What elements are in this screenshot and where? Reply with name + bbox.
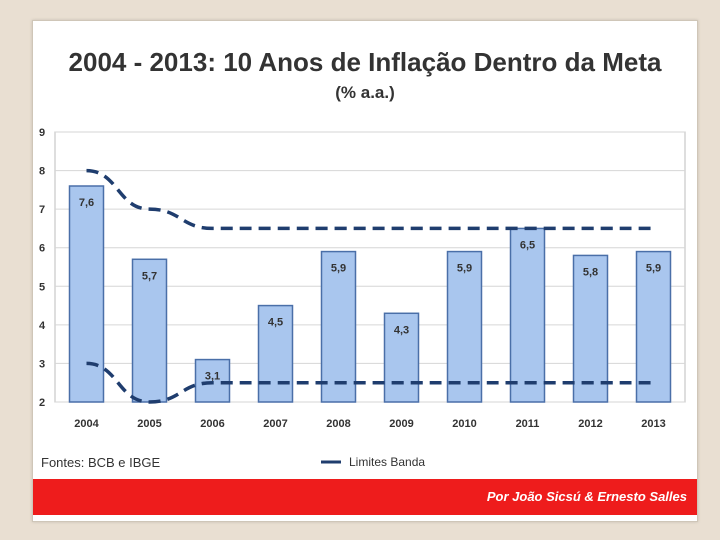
bar — [194, 358, 231, 403]
y-tick-label: 2 — [39, 397, 45, 409]
chart-title: 2004 - 2013: 10 Anos de Inflação Dentro … — [68, 47, 662, 77]
data-label: 5,9 — [331, 263, 346, 275]
x-tick-label: 2010 — [452, 418, 476, 430]
x-tick-label: 2008 — [326, 418, 350, 430]
y-tick-label: 7 — [39, 204, 45, 216]
bar — [635, 250, 672, 403]
data-label: 5,7 — [142, 270, 157, 282]
chart-subtitle: (% a.a.) — [335, 83, 395, 102]
data-label: 5,9 — [646, 263, 661, 275]
x-tick-label: 2012 — [578, 418, 602, 430]
y-tick-label: 4 — [39, 320, 46, 332]
data-label: 5,8 — [583, 266, 598, 278]
sources-note: Fontes: BCB e IBGE — [41, 455, 161, 470]
bar — [572, 254, 609, 403]
y-tick-label: 9 — [39, 127, 45, 139]
y-tick-label: 6 — [39, 243, 45, 255]
bar — [68, 185, 105, 403]
y-tick-label: 5 — [39, 281, 45, 293]
x-tick-label: 2006 — [200, 418, 224, 430]
bar — [131, 258, 168, 403]
x-tick-label: 2009 — [389, 418, 413, 430]
data-label: 5,9 — [457, 263, 472, 275]
data-label: 6,5 — [520, 239, 535, 251]
band-lower-line — [86, 361, 654, 404]
x-tick-label: 2011 — [516, 418, 540, 430]
footer-bar: Por João Sicsú & Ernesto Salles — [33, 479, 697, 515]
data-label: 4,5 — [268, 317, 283, 329]
x-tick-label: 2005 — [137, 418, 161, 430]
y-tick-label: 8 — [39, 166, 45, 178]
x-tick-label: 2004 — [74, 418, 99, 430]
bar — [446, 250, 483, 403]
bar — [320, 250, 357, 403]
inflation-chart: 2 3 4 5 6 7 8 9 7,6 2004 5,7 2005 3,1 2006 4,5 2007 5,9 2… — [39, 127, 686, 469]
author-credit: Por João Sicsú & Ernesto Salles — [486, 489, 687, 504]
data-label: 4,3 — [394, 324, 409, 336]
data-label: 7,6 — [79, 197, 94, 209]
x-tick-label: 2007 — [263, 418, 287, 430]
band-upper-line — [86, 168, 654, 231]
bar — [383, 312, 420, 403]
data-label: 3,1 — [205, 371, 220, 383]
y-tick-label: 3 — [39, 358, 45, 370]
legend-label: Limites Banda — [349, 455, 425, 469]
bar — [257, 304, 294, 403]
chart-slide: 2004 - 2013: 10 Anos de Inflação Dentro … — [32, 20, 698, 522]
x-tick-label: 2013 — [641, 418, 665, 430]
bar — [509, 227, 546, 403]
